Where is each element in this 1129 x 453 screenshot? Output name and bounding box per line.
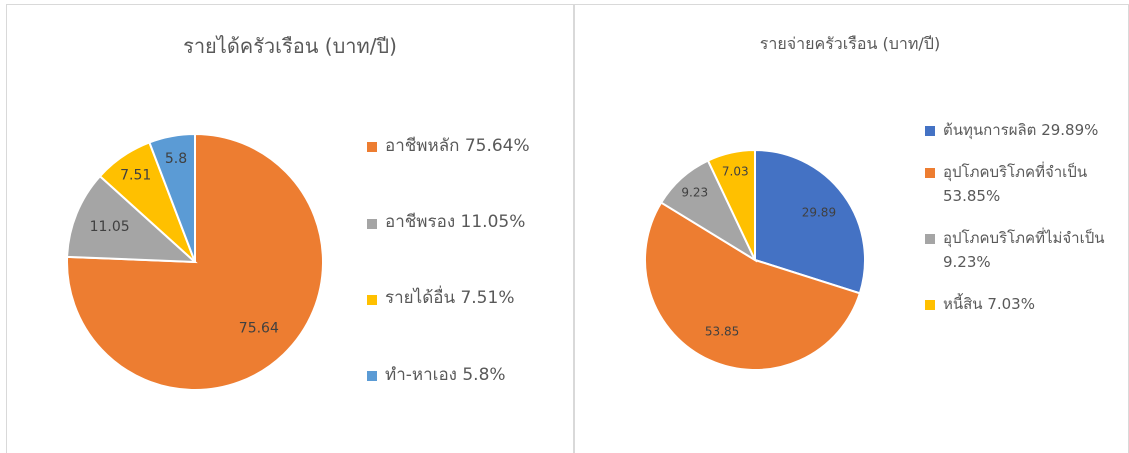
legend-label: ทำ-หาเอง 5.8% [385, 364, 506, 385]
data-label: 75.64 [239, 320, 279, 336]
pie-slice [754, 148, 866, 295]
legend-item: ทำ-หาเอง 5.8% [367, 362, 567, 389]
legend-swatch [925, 126, 935, 137]
pie-slice [66, 174, 198, 264]
legend-item: อาชีพรอง 11.05% [367, 209, 567, 236]
legend-item: อุปโภคบริโภคที่จำเป็น 53.85% [925, 160, 1115, 208]
legend-label: รายได้อื่น 7.51% [385, 288, 515, 309]
legend-label: อาชีพหลัก 75.64% [385, 136, 530, 156]
data-label: 5.8 [165, 151, 187, 167]
data-label: 7.51 [120, 167, 151, 183]
panel [6, 4, 574, 453]
legend-item: อาชีพหลัก 75.64% [367, 133, 567, 160]
legend-item: อุปโภคบริโภคที่ไม่จำเป็น 9.23% [925, 226, 1115, 274]
pie-slice [644, 201, 862, 371]
legend: ต้นทุนการผลิต 29.89% อุปโภคบริโภคที่จำเป็… [925, 118, 1115, 334]
legend-swatch [925, 168, 935, 179]
legend-item: รายได้อื่น 7.51% [367, 285, 567, 312]
data-label: 11.05 [90, 219, 130, 235]
data-label: 53.85 [705, 325, 739, 339]
legend-swatch [367, 294, 377, 305]
legend: อาชีพหลัก 75.64% อาชีพรอง 11.05% รายได้อื่… [367, 133, 567, 438]
legend-item: ต้นทุนการผลิต 29.89% [925, 118, 1115, 142]
chart-title: รายจ่ายครัวเรือน (บาท/ปี) [759, 34, 941, 53]
data-label: 29.89 [802, 206, 836, 220]
legend-label: อาชีพรอง 11.05% [385, 212, 526, 233]
legend-label: ต้นทุนการผลิต 29.89% [943, 121, 1099, 139]
legend-swatch [925, 300, 935, 311]
pie-slice [148, 132, 196, 263]
legend-swatch [925, 234, 935, 245]
legend-swatch [367, 218, 377, 229]
data-label: 7.03 [722, 164, 749, 178]
legend-label: หนี้สิน 7.03% [943, 295, 1035, 313]
pie-slice [706, 148, 756, 261]
chart-title: รายได้ครัวเรือน (บาท/ปี) [183, 34, 397, 58]
legend-label: อุปโภคบริโภคที่ไม่จำเป็น 9.23% [943, 229, 1105, 271]
legend-label: อุปโภคบริโภคที่จำเป็น 53.85% [943, 163, 1088, 205]
legend-item: หนี้สิน 7.03% [925, 292, 1115, 316]
legend-swatch [367, 370, 377, 381]
data-label: 9.23 [681, 185, 708, 199]
legend-swatch [367, 142, 377, 153]
